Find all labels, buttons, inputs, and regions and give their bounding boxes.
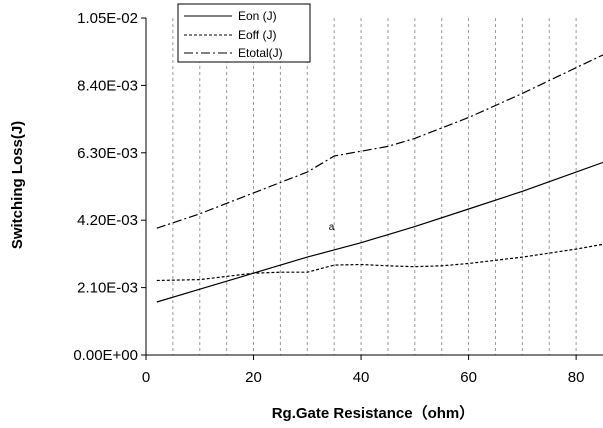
x-axis-title: Rg.Gate Resistance（ohm） bbox=[272, 404, 475, 422]
legend-label-etotal: Etotal(J) bbox=[238, 46, 283, 60]
x-tick-label: 0 bbox=[142, 369, 150, 386]
y-tick-label: 1.05E-02 bbox=[77, 10, 138, 27]
axes bbox=[145, 18, 603, 356]
x-tick-label: 40 bbox=[353, 369, 370, 386]
legend: Eon (J) Eoff (J) Etotal(J) bbox=[177, 3, 311, 63]
y-tick-label: 8.40E-03 bbox=[77, 77, 138, 94]
y-tick-label: 4.20E-03 bbox=[77, 212, 138, 229]
series-line-etotal bbox=[156, 54, 603, 229]
gridlines bbox=[172, 18, 577, 355]
y-tick-label: 0.00E+00 bbox=[73, 347, 138, 364]
y-tick-label: 2.10E-03 bbox=[77, 280, 138, 297]
legend-label-eoff: Eoff (J) bbox=[238, 28, 276, 42]
series-line-eoff bbox=[156, 243, 603, 282]
annotation-label: a bbox=[329, 222, 335, 233]
x-tick-labels: 0 20 40 60 80 bbox=[142, 355, 585, 386]
series-line-eon bbox=[156, 161, 603, 303]
series-lines bbox=[156, 54, 603, 303]
legend-box bbox=[177, 3, 311, 63]
x-tick-label: 20 bbox=[245, 369, 262, 386]
x-tick-label: 60 bbox=[460, 369, 477, 386]
y-tick-label: 6.30E-03 bbox=[77, 145, 138, 162]
x-tick-label: 80 bbox=[568, 369, 585, 386]
y-axis-title: Switching Loss(J) bbox=[9, 121, 26, 249]
y-tick-labels: 0.00E+00 2.10E-03 4.20E-03 6.30E-03 8.40E-03… bbox=[73, 10, 146, 364]
legend-label-eon: Eon (J) bbox=[238, 9, 277, 23]
